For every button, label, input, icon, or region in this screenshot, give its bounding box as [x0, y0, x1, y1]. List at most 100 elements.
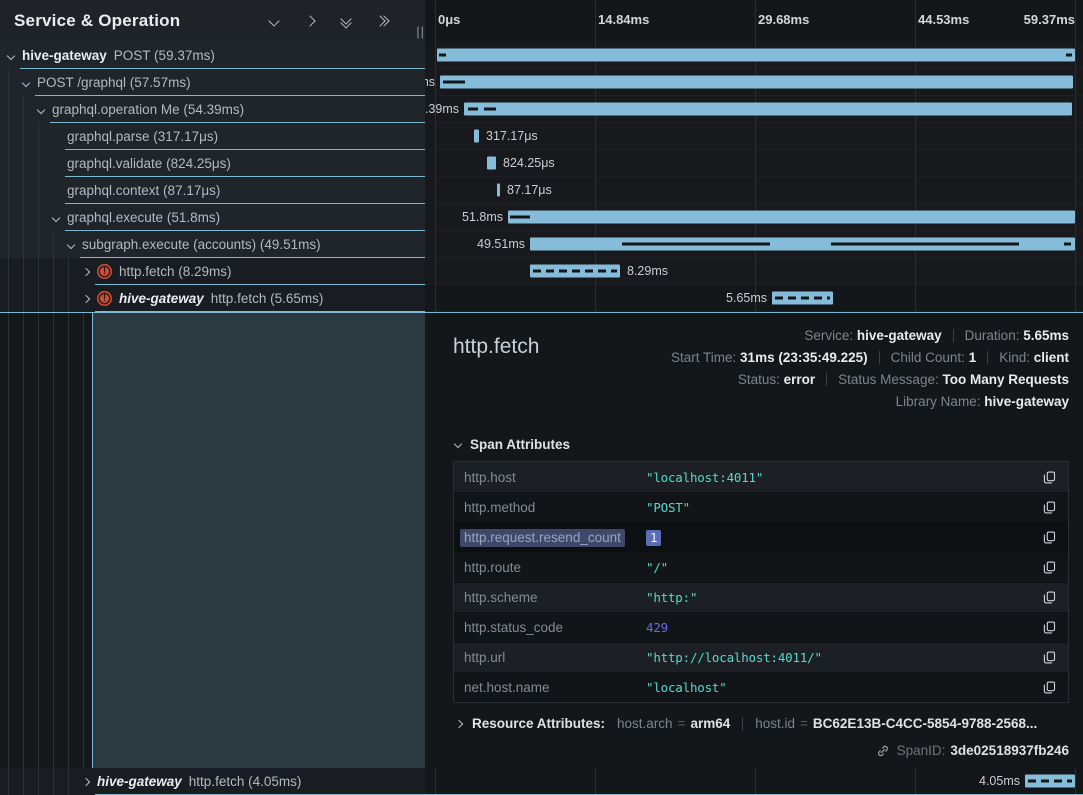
span-timeline-cell[interactable]: 57.57ms [425, 69, 1083, 96]
span-name-cell[interactable]: subgraph.execute (accounts) (49.51ms) [0, 231, 425, 258]
resource-divider [742, 716, 744, 731]
gridline [755, 177, 756, 203]
gridline [915, 768, 916, 794]
overview-item: Duration: 5.65ms [964, 328, 1069, 343]
copy-icon[interactable] [1043, 560, 1056, 575]
span-name-cell[interactable]: POST /graphql (57.57ms) [0, 69, 425, 96]
span-timeline-cell[interactable]: 824.25μs [425, 150, 1083, 177]
span-bar[interactable] [508, 210, 1075, 224]
span-bar[interactable] [474, 129, 479, 143]
span-name-cell[interactable]: hive-gateway POST (59.37ms) [0, 42, 425, 69]
span-bar[interactable] [772, 291, 833, 305]
span-row[interactable]: graphql.operation Me (54.39ms) 54.39ms [0, 96, 1083, 123]
span-timeline-cell[interactable]: 51.8ms [425, 204, 1083, 231]
span-name-cell[interactable]: http.fetch (8.29ms) [0, 258, 425, 285]
span-name: graphql.parse (317.17μs) [67, 129, 219, 144]
attribute-row: http.method "POST" [454, 492, 1068, 522]
time-tick-label: 14.84ms [598, 12, 650, 27]
attribute-key: http.scheme [464, 590, 538, 605]
span-name-cell[interactable]: graphql.context (87.17μs) [0, 177, 425, 204]
span-bar[interactable] [497, 183, 500, 197]
chevron-down-icon[interactable] [267, 14, 281, 28]
timeline-ruler: 0μs 14.84ms 29.68ms 44.53ms 59.37ms [425, 0, 1083, 42]
span-row-bottom: hive-gateway http.fetch (4.05ms) 4.05ms [0, 768, 1083, 795]
span-name-cell[interactable]: graphql.validate (824.25μs) [0, 150, 425, 177]
gridline [595, 768, 596, 794]
span-timeline-cell[interactable]: 87.17μs [425, 177, 1083, 204]
copy-icon[interactable] [1043, 470, 1056, 485]
link-icon[interactable] [876, 744, 890, 758]
span-name: POST /graphql (57.57ms) [37, 75, 191, 90]
expander-icon[interactable] [81, 294, 91, 303]
span-row[interactable]: http.fetch (8.29ms) 8.29ms [0, 258, 1083, 285]
duration-label: 87.17μs [507, 183, 552, 197]
copy-icon[interactable] [1043, 590, 1056, 605]
row-border [65, 148, 425, 150]
child-span-marker [510, 215, 530, 219]
span-timeline-cell[interactable]: 8.29ms [425, 258, 1083, 285]
overview-line: Library Name: hive-gateway [671, 391, 1069, 413]
span-timeline-cell[interactable]: 4.05ms [425, 768, 1083, 795]
span-bar[interactable] [440, 75, 1073, 89]
expander-icon[interactable] [36, 105, 46, 114]
span-row[interactable]: graphql.validate (824.25μs) 824.25μs [0, 150, 1083, 177]
overview-item: Service: hive-gateway [804, 328, 942, 343]
span-timeline-cell[interactable]: 49.51ms [425, 231, 1083, 258]
duration-label: 49.51ms [477, 237, 525, 251]
span-row[interactable]: POST /graphql (57.57ms) 57.57ms [0, 69, 1083, 96]
expander-icon[interactable] [81, 777, 91, 786]
gridline [595, 285, 596, 311]
copy-icon[interactable] [1043, 500, 1056, 515]
expander-icon[interactable] [6, 51, 16, 60]
duration-label: 4.05ms [979, 774, 1020, 788]
span-name-cell[interactable]: hive-gateway http.fetch (4.05ms) [0, 768, 425, 795]
span-row[interactable]: graphql.execute (51.8ms) 51.8ms [0, 204, 1083, 231]
selected-text: http.request.resend_count [460, 529, 625, 547]
span-timeline-cell[interactable]: 317.17μs [425, 123, 1083, 150]
copy-icon[interactable] [1043, 650, 1056, 665]
span-name-cell[interactable]: graphql.parse (317.17μs) [0, 123, 425, 150]
span-attributes-header[interactable]: Span Attributes [453, 437, 1069, 452]
span-bar[interactable] [437, 48, 1075, 62]
span-bar[interactable] [464, 102, 1072, 116]
double-chevron-right-icon[interactable] [374, 14, 390, 28]
span-row[interactable]: hive-gateway http.fetch (5.65ms) 5.65ms [0, 285, 1083, 312]
gridline [915, 123, 916, 149]
attribute-key: http.status_code [464, 620, 564, 635]
copy-icon[interactable] [1043, 620, 1056, 635]
copy-icon[interactable] [1043, 680, 1056, 695]
time-tick-label: 0μs [438, 12, 461, 27]
span-timeline-cell[interactable] [425, 42, 1083, 69]
time-tick-label: 44.53ms [918, 12, 970, 27]
gridline [1075, 69, 1076, 95]
expander-icon[interactable] [51, 213, 61, 222]
attribute-key: http.request.resend_count [460, 529, 646, 547]
span-timeline-cell[interactable]: 54.39ms [425, 96, 1083, 123]
span-bar[interactable] [487, 156, 496, 170]
span-name-cell[interactable]: hive-gateway http.fetch (5.65ms) [0, 285, 425, 312]
panel-resize-handle[interactable]: || [416, 24, 425, 39]
span-name-cell[interactable]: graphql.operation Me (54.39ms) [0, 96, 425, 123]
span-bar[interactable] [1025, 774, 1075, 788]
gridline [435, 69, 436, 95]
span-timeline-cell[interactable]: 5.65ms [425, 285, 1083, 312]
expander-icon[interactable] [81, 267, 91, 276]
span-row[interactable]: graphql.context (87.17μs) 87.17μs [0, 177, 1083, 204]
span-row[interactable]: graphql.parse (317.17μs) 317.17μs [0, 123, 1083, 150]
overview-item: Library Name: hive-gateway [895, 394, 1069, 409]
expander-icon[interactable] [66, 240, 76, 249]
copy-icon[interactable] [1043, 530, 1056, 545]
row-border [20, 67, 425, 69]
expander-icon[interactable] [21, 78, 31, 87]
span-row[interactable]: hive-gateway http.fetch (4.05ms) 4.05ms [0, 768, 1083, 795]
span-row[interactable]: subgraph.execute (accounts) (49.51ms) 49.… [0, 231, 1083, 258]
span-bar[interactable] [530, 237, 1075, 251]
resource-attributes-row[interactable]: Resource Attributes: host.arch = arm64 host… [453, 716, 1069, 731]
chevron-right-icon[interactable] [303, 14, 317, 28]
double-chevron-down-icon[interactable] [339, 13, 353, 29]
span-name: http.fetch (8.29ms) [119, 264, 232, 279]
span-name-cell[interactable]: graphql.execute (51.8ms) [0, 204, 425, 231]
overview-value: hive-gateway [856, 328, 942, 343]
span-row[interactable]: hive-gateway POST (59.37ms) [0, 42, 1083, 69]
span-bar[interactable] [530, 264, 620, 278]
